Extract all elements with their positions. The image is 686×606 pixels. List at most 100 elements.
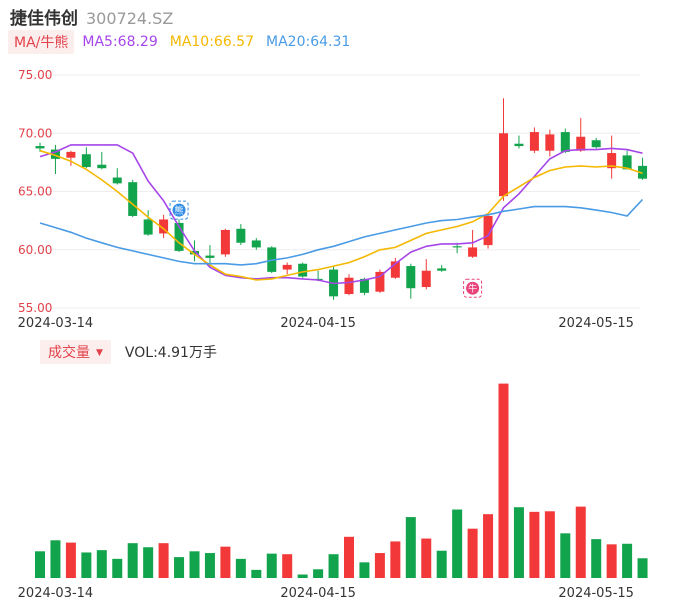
- candle-body: [638, 165, 648, 179]
- volume-indicator-selector[interactable]: 成交量 ▼: [40, 340, 111, 364]
- candle: [437, 264, 447, 272]
- y-tick-label: 70.00: [18, 126, 52, 140]
- candle: [81, 147, 91, 169]
- x-tick-label: 2024-05-15: [558, 586, 634, 601]
- candle: [205, 245, 215, 267]
- candle-body: [143, 219, 153, 235]
- candle-body: [437, 268, 447, 271]
- volume-bar: [127, 543, 138, 578]
- candle: [128, 179, 138, 218]
- candle: [282, 262, 292, 275]
- candle: [35, 142, 45, 152]
- candle: [236, 224, 246, 246]
- candle: [143, 210, 153, 236]
- candle-body: [190, 250, 199, 255]
- volume-bar: [328, 554, 339, 578]
- volume-bar: [220, 546, 231, 578]
- ma5-line: [39, 144, 643, 285]
- volume-bar: [112, 558, 123, 578]
- stock-header: 捷佳伟创 300724.SZ: [10, 4, 174, 29]
- volume-bar: [50, 540, 61, 578]
- candle-body: [220, 229, 230, 255]
- bull-marker-icon-badge: [466, 281, 480, 295]
- candle-body: [236, 228, 246, 243]
- volume-bar: [35, 551, 45, 578]
- candle: [638, 157, 648, 180]
- signal-markers: 熊牛: [169, 200, 483, 298]
- volume-bar: [158, 543, 169, 578]
- ma20-line: [39, 198, 644, 266]
- candle: [375, 269, 385, 293]
- candle: [344, 274, 354, 296]
- volume-bar: [483, 514, 494, 578]
- volume-bar: [405, 517, 416, 578]
- candle-body: [514, 143, 524, 147]
- bull-marker-icon-label: 牛: [468, 283, 477, 295]
- candle-body: [81, 154, 91, 168]
- candle-body: [529, 132, 539, 151]
- candle-body: [344, 277, 354, 295]
- candle-body: [560, 132, 570, 152]
- candle-body: [483, 215, 493, 246]
- candle: [159, 214, 169, 239]
- volume-bar: [313, 569, 324, 578]
- candle-body: [375, 271, 385, 292]
- candle-body: [66, 151, 76, 158]
- volume-bar: [235, 558, 246, 578]
- candle: [622, 150, 632, 170]
- date-axis-price: 2024-03-14 2024-04-15 2024-05-15: [18, 316, 634, 331]
- bear-marker-icon-label: 熊: [175, 205, 184, 217]
- ma5-label: MA5:68.29: [82, 34, 158, 50]
- candle: [298, 262, 308, 278]
- candle-body: [128, 182, 138, 216]
- candle: [468, 229, 478, 258]
- volume-bar: [606, 544, 617, 578]
- ma-legend: MA/牛熊 MA5:68.29 MA10:66.57 MA20:64.31: [8, 30, 362, 54]
- candle: [174, 219, 184, 253]
- volume-bar: [266, 553, 277, 578]
- volume-bar: [390, 541, 401, 578]
- volume-bar: [622, 543, 633, 578]
- volume-bar: [174, 557, 185, 578]
- bull-marker-icon: 牛: [463, 278, 483, 298]
- y-tick-label: 75.00: [18, 68, 52, 82]
- candle: [591, 137, 601, 149]
- candle: [406, 263, 416, 299]
- stock-code: 300724.SZ: [86, 9, 174, 28]
- x-tick-label: 2024-04-15: [280, 316, 356, 331]
- y-tick-label: 65.00: [18, 185, 52, 199]
- stock-name: 捷佳伟创: [10, 9, 78, 29]
- x-tick-label: 2024-04-15: [280, 586, 356, 601]
- candle: [97, 151, 107, 170]
- x-tick-label: 2024-05-15: [558, 316, 634, 331]
- ma-indicator-selector[interactable]: MA/牛熊: [8, 30, 75, 54]
- volume-bar: [591, 539, 602, 578]
- bear-marker-icon-frame: [169, 200, 189, 220]
- candle-body: [359, 278, 369, 293]
- volume-value: VOL:4.91万手: [124, 345, 217, 361]
- volume-bar: [344, 536, 354, 578]
- candle: [220, 228, 230, 257]
- volume-bar: [436, 550, 447, 578]
- ma10-line: [39, 149, 643, 281]
- candle-body: [421, 270, 431, 288]
- volume-bar: [96, 550, 107, 578]
- volume-bar: [452, 509, 463, 578]
- volume-bar: [251, 569, 262, 578]
- candle-body: [174, 222, 184, 251]
- candle-body: [452, 246, 462, 248]
- price-axis-ticks: 75.00 70.00 65.00 60.00 55.00: [18, 68, 52, 315]
- candle: [560, 128, 570, 154]
- candle-body: [406, 266, 416, 289]
- volume-bar: [513, 507, 524, 578]
- candle-body: [576, 136, 586, 151]
- candle-body: [298, 263, 308, 277]
- ma20-label: MA20:64.31: [266, 34, 351, 50]
- candle-body: [282, 264, 292, 270]
- y-tick-label: 60.00: [18, 243, 52, 257]
- volume-tag-label: 成交量: [48, 345, 90, 361]
- candle-body: [499, 133, 508, 197]
- candle: [607, 135, 617, 179]
- candle: [514, 135, 524, 149]
